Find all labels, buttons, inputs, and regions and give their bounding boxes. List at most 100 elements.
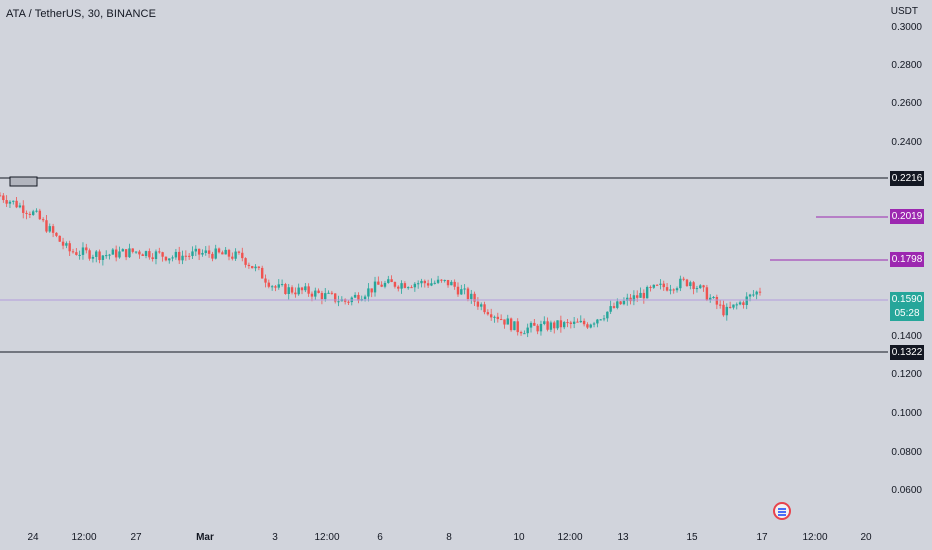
- candle-body: [752, 294, 755, 296]
- candle-body: [450, 281, 453, 286]
- candle-body: [735, 304, 738, 306]
- candle-body: [241, 252, 244, 259]
- candle-body: [88, 250, 91, 259]
- candle-body: [290, 287, 294, 293]
- candle-body: [363, 296, 367, 300]
- candle-body: [18, 205, 22, 208]
- candle-body: [632, 295, 636, 302]
- candle-body: [134, 251, 138, 253]
- candle-body: [181, 255, 184, 261]
- candle-body: [572, 321, 576, 324]
- candle-body: [480, 304, 483, 307]
- candle-body: [606, 311, 609, 319]
- candle-body: [367, 288, 370, 297]
- candle-body: [95, 251, 98, 257]
- candle-body: [314, 290, 317, 297]
- candle-body: [224, 249, 227, 255]
- candle-body: [639, 292, 642, 298]
- candle-body: [493, 316, 496, 318]
- price-tag-resistance: 0.2216: [890, 171, 924, 186]
- candle-body: [566, 322, 569, 324]
- candle-body: [138, 251, 141, 255]
- candle-body: [682, 278, 685, 280]
- price-tag-current: 0.1590: [890, 292, 924, 307]
- candle-body: [310, 293, 314, 297]
- candle-body: [728, 306, 732, 308]
- candle-body: [715, 296, 719, 305]
- candle-body: [191, 251, 194, 256]
- candle-body: [423, 280, 427, 284]
- candle-body: [556, 320, 559, 329]
- highlight-box[interactable]: [9, 176, 38, 187]
- candle-body: [622, 300, 626, 305]
- candle-body: [562, 322, 566, 328]
- y-tick: 0.2400: [891, 137, 922, 148]
- candle-body: [211, 253, 214, 259]
- candle-body: [589, 324, 592, 328]
- candle-body: [672, 289, 675, 291]
- candle-body: [503, 319, 506, 325]
- y-tick: 0.1000: [891, 408, 922, 419]
- candle-body: [725, 306, 729, 316]
- candle-body: [144, 251, 148, 256]
- candle-body: [407, 287, 410, 289]
- candle-body: [2, 195, 5, 201]
- candle-body: [400, 283, 403, 289]
- candle-body: [645, 286, 649, 299]
- candle-body: [576, 321, 579, 323]
- candle-body: [506, 318, 509, 325]
- candle-body: [380, 284, 383, 287]
- candle-body: [284, 284, 287, 294]
- candle-body: [148, 251, 151, 258]
- candle-body: [553, 322, 556, 329]
- candle-body: [513, 321, 516, 331]
- symbol-title[interactable]: ATA / TetherUS, 30, BINANCE: [6, 8, 157, 20]
- candle-body: [486, 312, 490, 315]
- candle-body: [174, 251, 178, 258]
- candle-body: [496, 316, 500, 320]
- candle-body: [121, 249, 124, 252]
- x-tick: 27: [130, 532, 142, 543]
- x-tick: 12:00: [557, 532, 583, 543]
- candle-body: [596, 319, 599, 324]
- tradingview-logo-icon[interactable]: [773, 502, 791, 520]
- candle-body: [25, 212, 28, 214]
- candle-body: [124, 249, 128, 258]
- candle-body: [237, 251, 241, 253]
- candle-body: [456, 286, 460, 295]
- candle-body: [659, 283, 662, 285]
- candle-body: [446, 279, 450, 286]
- candle-body: [294, 292, 297, 295]
- x-tick: 24: [27, 532, 39, 543]
- candle-body: [304, 286, 307, 291]
- candle-body: [433, 282, 436, 284]
- candles-group: [0, 192, 762, 338]
- candle-body: [333, 293, 337, 302]
- candle-body: [616, 301, 619, 308]
- candle-body: [55, 232, 58, 236]
- candle-body: [28, 213, 32, 215]
- candle-body: [748, 294, 752, 297]
- candle-body: [178, 251, 181, 261]
- candle-body: [453, 281, 456, 287]
- candle-body: [390, 279, 393, 283]
- candle-body: [158, 251, 161, 253]
- candle-body: [410, 287, 413, 289]
- x-tick: 6: [377, 532, 383, 543]
- candle-body: [669, 289, 672, 291]
- candle-body: [277, 284, 280, 288]
- candle-body: [22, 205, 25, 213]
- x-tick: 15: [686, 532, 698, 543]
- price-tag-target-1: 0.2019: [890, 209, 924, 224]
- candle-body: [738, 302, 742, 305]
- candle-body: [509, 318, 513, 331]
- x-tick: Mar: [196, 532, 214, 543]
- candle-body: [420, 280, 423, 284]
- candle-body: [131, 248, 134, 252]
- candle-body: [709, 297, 712, 301]
- candle-body: [307, 286, 310, 294]
- y-tick: 0.1200: [891, 369, 922, 380]
- candle-body: [194, 248, 198, 252]
